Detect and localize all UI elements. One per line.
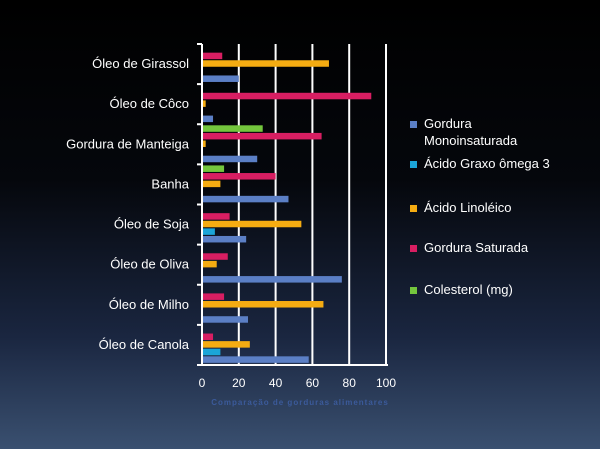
bar (203, 301, 324, 308)
legend-swatch (410, 287, 417, 294)
legend-label: Ácido Linoléico (424, 200, 511, 215)
category-label: Óleo de Oliva (110, 257, 190, 272)
bar (203, 140, 206, 148)
category-label: Gordura de Manteiga (66, 136, 190, 151)
bar (203, 220, 302, 228)
bar (203, 132, 322, 140)
category-labels: Óleo de Canola Óleo de Milho Óleo de Oliva… (66, 56, 190, 352)
bar (203, 260, 217, 268)
bar (203, 341, 250, 348)
bar (203, 356, 309, 363)
bar (203, 195, 289, 203)
bar (203, 173, 276, 180)
category-label: Óleo de Milho (109, 297, 189, 312)
legend-label: Gordura Saturada (424, 240, 529, 255)
bar (203, 75, 239, 82)
legend-swatch (410, 121, 417, 128)
axes (197, 43, 388, 366)
bar (203, 235, 247, 243)
x-tick-label: 60 (306, 376, 320, 390)
bar (203, 348, 221, 356)
category-label: Óleo de Canola (99, 337, 190, 352)
legend-label: Gordura Monoinsaturada (424, 116, 518, 148)
bar (203, 276, 342, 283)
bar (203, 228, 215, 235)
legend-swatch (410, 245, 417, 252)
category-label: Banha (151, 176, 189, 191)
bar (203, 100, 206, 107)
category-label: Óleo de Soja (114, 217, 190, 232)
bar (203, 60, 329, 67)
x-tick-label: 0 (199, 376, 206, 390)
x-tick-labels: 0 20 40 60 80 100 (199, 376, 397, 390)
x-tick-label: 100 (376, 376, 396, 390)
bar (203, 293, 225, 300)
bar (203, 52, 223, 60)
x-tick-label: 20 (232, 376, 246, 390)
gridlines (237, 44, 387, 365)
bar (203, 155, 258, 163)
x-tick-label: 80 (343, 376, 357, 390)
legend-swatch (410, 161, 417, 168)
legend-label: Ácido Graxo ômega 3 (424, 156, 550, 171)
legend: Gordura Monoinsaturada Ácido Graxo ômega 3… (410, 116, 550, 297)
bar (203, 165, 225, 172)
x-axis-title: Comparação de gorduras alimentares (211, 398, 389, 407)
bar (203, 316, 248, 323)
bar (203, 213, 230, 220)
bar (203, 333, 214, 341)
x-tick-label: 40 (269, 376, 283, 390)
bars (203, 52, 372, 363)
bar (203, 115, 214, 123)
bar (203, 92, 372, 100)
bar (203, 180, 221, 188)
category-label: Óleo de Girassol (92, 56, 189, 71)
category-label: Óleo de Côco (110, 96, 190, 111)
bar (203, 125, 263, 132)
legend-label: Colesterol (mg) (424, 282, 513, 297)
legend-swatch (410, 205, 417, 212)
bar (203, 253, 228, 260)
